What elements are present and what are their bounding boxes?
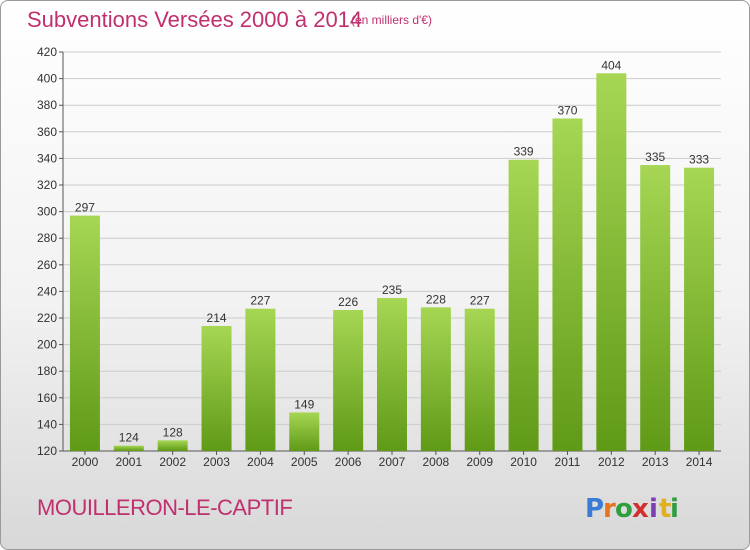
bar-2007 <box>377 298 407 451</box>
data-label: 297 <box>75 201 95 215</box>
y-tick-label: 160 <box>37 391 57 405</box>
logo-letter: i <box>670 494 679 524</box>
logo-letter: i <box>649 494 658 524</box>
logo-letter: r <box>603 494 616 524</box>
bar-2012 <box>596 73 627 451</box>
data-label: 226 <box>338 295 358 309</box>
bar-2013 <box>640 165 671 452</box>
data-label: 214 <box>207 311 227 325</box>
y-tick-label: 260 <box>37 258 57 272</box>
y-tick-label: 300 <box>37 205 57 219</box>
y-tick-label: 420 <box>37 45 57 59</box>
bar-2004 <box>245 308 276 451</box>
bar-2010 <box>508 159 539 452</box>
x-tick-label: 2014 <box>686 455 713 469</box>
logo-letter: P <box>585 494 604 524</box>
data-label: 339 <box>514 145 534 159</box>
bar-2002 <box>157 440 188 451</box>
x-tick-label: 2011 <box>555 455 581 469</box>
bar-2003 <box>201 325 232 451</box>
y-tick-label: 180 <box>37 364 57 378</box>
bar-2014 <box>684 167 715 451</box>
y-tick-label: 280 <box>37 231 57 245</box>
x-tick-label: 2001 <box>115 455 142 469</box>
bar-2011 <box>552 118 583 451</box>
data-label: 128 <box>163 425 183 439</box>
y-tick-label: 400 <box>37 72 57 86</box>
data-label: 404 <box>601 58 621 72</box>
y-tick-label: 200 <box>37 338 57 352</box>
x-tick-label: 2007 <box>379 455 406 469</box>
y-tick-label: 220 <box>37 311 57 325</box>
x-tick-label: 2008 <box>423 455 450 469</box>
y-tick-label: 120 <box>37 444 57 458</box>
x-tick-label: 2009 <box>466 455 493 469</box>
y-tick-label: 320 <box>37 178 57 192</box>
bars <box>69 73 715 452</box>
x-tick-label: 2006 <box>335 455 362 469</box>
axes: 120 140 160 180 200 220 240 260 280 300 320 340 360 3… <box>37 45 721 469</box>
chart-unit: (en milliers d'€) <box>351 13 432 27</box>
x-tick-label: 2002 <box>159 455 186 469</box>
x-tick-label: 2013 <box>642 455 669 469</box>
data-label: 335 <box>645 150 665 164</box>
logo-letter: o <box>615 494 633 524</box>
bar-2000 <box>69 215 100 451</box>
data-label: 227 <box>250 294 270 308</box>
data-label: 370 <box>557 104 577 118</box>
chart-title: Subventions Versées 2000 à 2014 <box>27 7 363 32</box>
data-label: 228 <box>426 292 446 306</box>
data-label: 333 <box>689 153 709 167</box>
y-tick-label: 380 <box>37 98 57 112</box>
logo-letter: t <box>659 494 671 524</box>
bar-2001 <box>113 445 144 451</box>
logo-letter: x <box>632 494 649 524</box>
data-label: 235 <box>382 283 402 297</box>
x-tick-label: 2003 <box>203 455 230 469</box>
x-tick-label: 2000 <box>72 455 99 469</box>
commune-name: MOUILLERON-LE-CAPTIF <box>37 495 293 520</box>
x-tick-label: 2005 <box>291 455 318 469</box>
y-tick-label: 340 <box>37 151 57 165</box>
data-label: 149 <box>294 397 314 411</box>
data-labels: 297 124 128 214 227 149 226 235 228 227 339 370 404 3… <box>75 58 709 444</box>
x-tick-label: 2012 <box>598 455 625 469</box>
x-tick-label: 2004 <box>247 455 274 469</box>
y-tick-label: 140 <box>37 417 57 431</box>
proxiti-logo: Pr o x i ti <box>585 494 679 524</box>
bar-2006 <box>333 310 364 451</box>
data-label: 124 <box>119 431 139 445</box>
data-label: 227 <box>470 294 490 308</box>
y-tick-label: 360 <box>37 125 57 139</box>
bar-2005 <box>289 412 320 451</box>
y-tick-label: 240 <box>37 284 57 298</box>
bar-2008 <box>420 307 451 451</box>
bar-2009 <box>464 308 495 451</box>
x-tick-label: 2010 <box>510 455 537 469</box>
